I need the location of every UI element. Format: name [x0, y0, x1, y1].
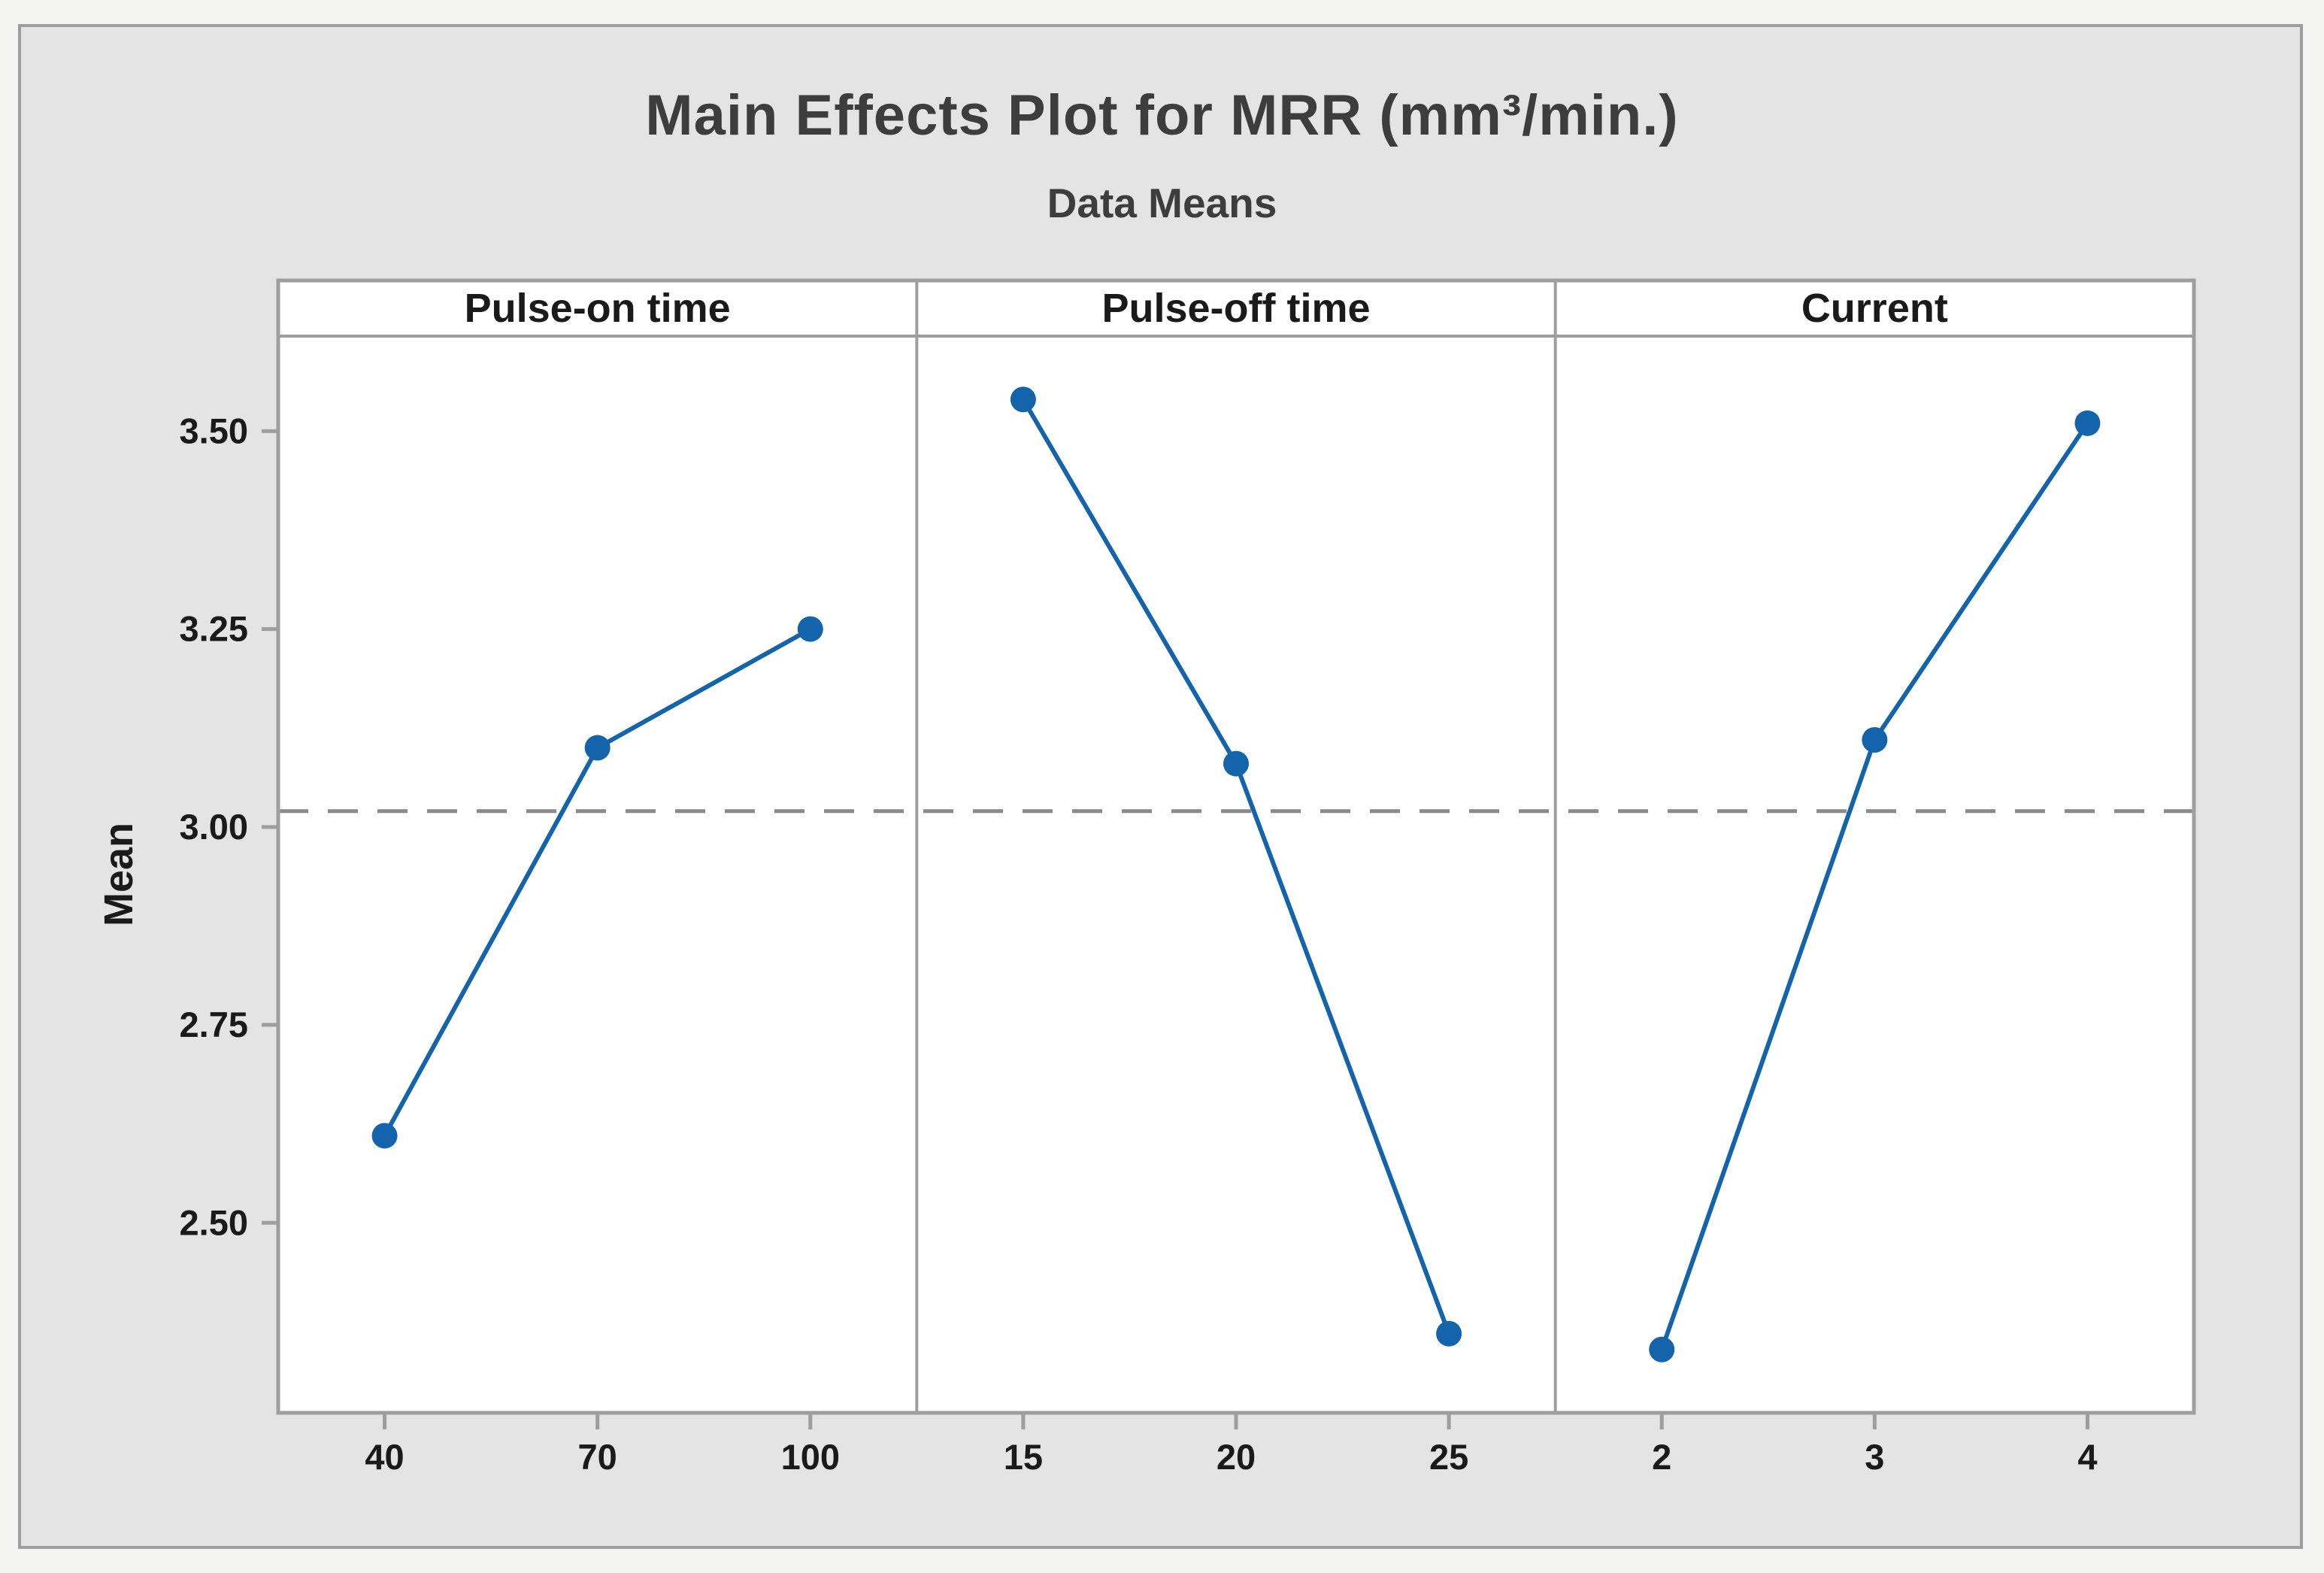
- x-tick-label: 100: [781, 1437, 840, 1477]
- data-point-70: [584, 735, 611, 761]
- panel-header-label: Pulse-off time: [1101, 286, 1370, 331]
- panel-header-label: Pulse-on time: [465, 286, 731, 331]
- data-point-40: [371, 1123, 398, 1149]
- data-point-2: [1649, 1336, 1675, 1362]
- data-point-4: [2074, 410, 2101, 436]
- data-point-20: [1223, 750, 1249, 777]
- data-point-15: [1010, 386, 1036, 413]
- chart-title: Main Effects Plot for MRR (mm³/min.): [645, 83, 1679, 147]
- data-point-3: [1862, 727, 1888, 753]
- y-tick-label: 2.75: [180, 1005, 248, 1044]
- y-tick-label: 3.25: [180, 609, 248, 649]
- x-tick-label: 15: [1004, 1437, 1043, 1477]
- data-point-25: [1436, 1320, 1462, 1347]
- x-tick-label: 4: [2077, 1437, 2097, 1477]
- panel-header-label: Current: [1801, 286, 1948, 331]
- x-tick-label: 20: [1217, 1437, 1256, 1477]
- x-tick-label: 25: [1429, 1437, 1468, 1477]
- x-tick-label: 40: [365, 1437, 404, 1477]
- x-tick-label: 70: [578, 1437, 617, 1477]
- x-tick-label: 3: [1865, 1437, 1884, 1477]
- x-tick-label: 2: [1652, 1437, 1671, 1477]
- y-tick-label: 3.00: [180, 807, 248, 847]
- y-tick-label: 2.50: [180, 1202, 248, 1242]
- y-tick-label: 3.50: [180, 411, 248, 450]
- plot-background: [278, 280, 2194, 1413]
- chart-subtitle: Data Means: [1047, 180, 1277, 226]
- data-point-100: [797, 616, 823, 642]
